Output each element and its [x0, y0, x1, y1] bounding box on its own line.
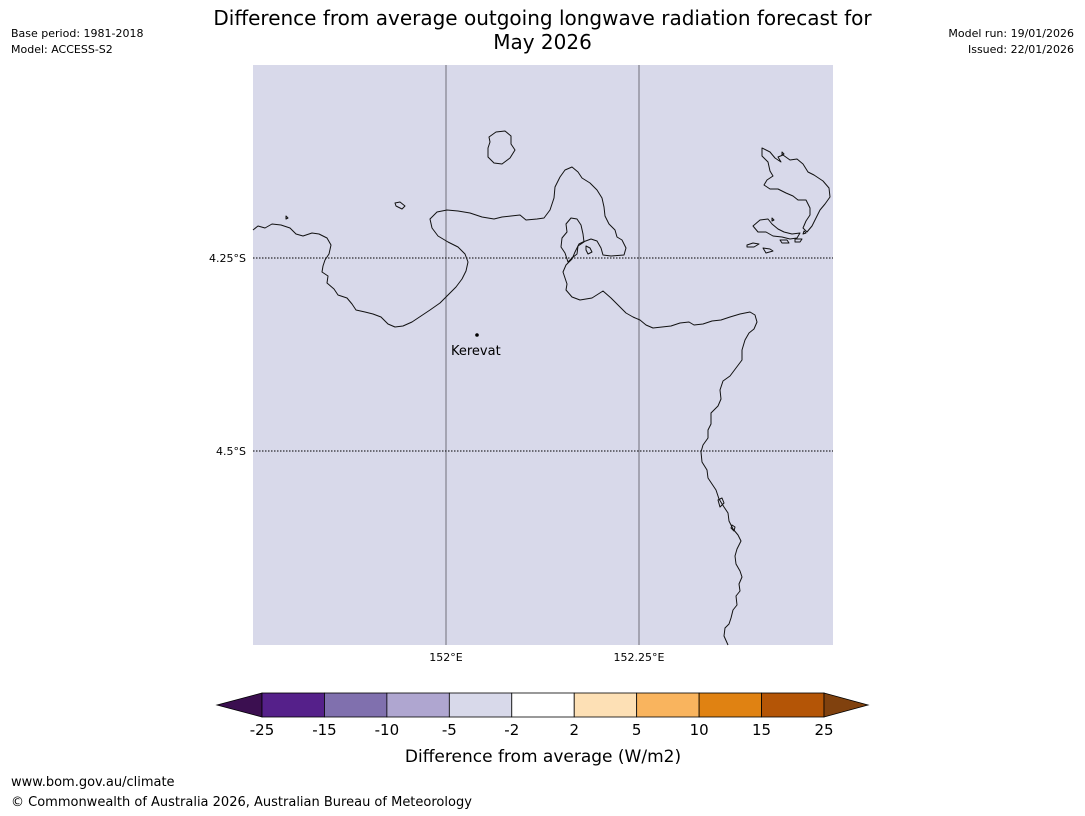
colorbar-bin — [261, 692, 325, 718]
coastline-gazelle-north — [252, 166, 758, 646]
colorbar-tick-label: -10 — [375, 721, 400, 739]
colorbar-tick-label: -15 — [312, 721, 337, 739]
island-duke-of-york-main — [761, 147, 831, 233]
colorbar-label: Difference from average (W/m2) — [405, 747, 681, 767]
lat-label-4-5s: 4.5°S — [216, 445, 246, 458]
colorbar-bin — [698, 692, 762, 718]
island-sliver-4 — [794, 238, 803, 243]
island-sliver-1 — [746, 242, 760, 248]
island-dot-3 — [802, 230, 807, 235]
coastlines — [252, 130, 831, 646]
island-east-coast-1 — [717, 497, 725, 508]
colorbar-bin — [761, 692, 825, 718]
coastline-inner-bay — [560, 217, 585, 263]
copyright-text: © Commonwealth of Australia 2026, Austra… — [11, 795, 472, 810]
island-dot-1 — [771, 217, 775, 222]
colorbar-bin — [511, 692, 575, 718]
island-small-west — [394, 201, 406, 210]
kerevat-marker — [475, 333, 479, 337]
forecast-map: Kerevat 4.25°S 4.5°S 152°E 152.25°E — [209, 65, 833, 664]
coastline-islet-bay — [585, 245, 593, 255]
colorbar-tick-label: 25 — [814, 721, 833, 739]
colorbar-tick-label: -5 — [442, 721, 457, 739]
colorbar-extend-low — [215, 692, 263, 718]
title-line-2: May 2026 — [493, 30, 592, 54]
island-sliver-2 — [762, 247, 774, 254]
lon-label-152-25e: 152.25°E — [614, 651, 665, 664]
colorbar-bin — [573, 692, 638, 718]
colorbar-tick-labels: -25 -15 -10 -5 -2 2 5 10 15 25 — [250, 721, 834, 739]
colorbar-tick-label: 2 — [569, 721, 579, 739]
lon-label-152e: 152°E — [429, 651, 462, 664]
island-dot-2 — [781, 151, 785, 156]
island-watom — [487, 130, 516, 165]
colorbar-tick-label: 5 — [632, 721, 642, 739]
base-period-text: Base period: 1981-2018 — [11, 27, 144, 40]
colorbar-tick-label: 10 — [690, 721, 709, 739]
map-title: Difference from average outgoing longwav… — [170, 6, 915, 54]
lat-label-4-25s: 4.25°S — [209, 252, 246, 265]
island-sliver-3 — [779, 239, 790, 244]
title-line-1: Difference from average outgoing longwav… — [213, 6, 872, 30]
colorbar-swatches — [215, 692, 870, 718]
website-link[interactable]: www.bom.gov.au/climate — [11, 775, 175, 790]
colorbar-tick-label: 15 — [752, 721, 771, 739]
colorbar-extend-high — [823, 692, 870, 718]
colorbar-bin — [324, 692, 388, 718]
colorbar-bin — [636, 692, 700, 718]
colorbar-bin — [448, 692, 513, 718]
island-duke-of-york-south — [752, 218, 801, 240]
colorbar-tick-label: -25 — [250, 721, 275, 739]
colorbar-bin — [386, 692, 450, 718]
forecast-metadata-right: Model run: 19/01/2026 Issued: 22/01/2026 — [948, 26, 1074, 58]
model-run-text: Model run: 19/01/2026 — [948, 27, 1074, 40]
island-east-coast-2 — [730, 524, 736, 532]
kerevat-label: Kerevat — [451, 344, 501, 359]
issued-text: Issued: 22/01/2026 — [967, 43, 1074, 56]
model-text: Model: ACCESS-S2 — [11, 43, 113, 56]
colorbar-tick-label: -2 — [504, 721, 519, 739]
map-plot-area — [253, 65, 833, 645]
forecast-metadata-left: Base period: 1981-2018 Model: ACCESS-S2 — [11, 26, 143, 58]
island-dot-west — [285, 215, 289, 220]
